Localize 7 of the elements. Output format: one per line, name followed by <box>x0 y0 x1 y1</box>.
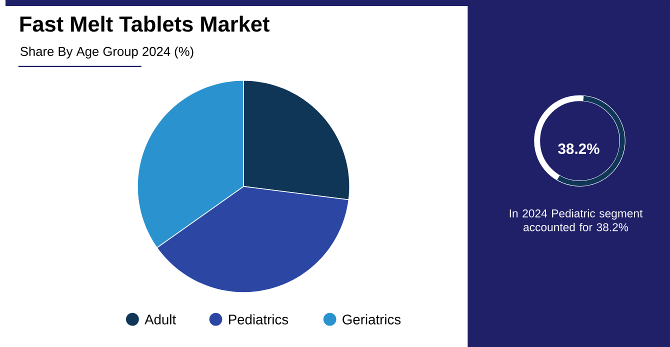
text: 38.2% <box>558 143 600 154</box>
text: In 2024 Pediatric segment accounted for 38.2% <box>510 209 643 232</box>
chart-subtitle: Share By Age Group 2024 (%) <box>20 46 194 58</box>
chart-title: Fast Melt Tablets Market <box>20 16 270 32</box>
legend-label: Geriatrics <box>342 314 401 324</box>
legend-label: Pediatrics <box>228 314 288 324</box>
legend-label: Adult <box>144 314 176 324</box>
